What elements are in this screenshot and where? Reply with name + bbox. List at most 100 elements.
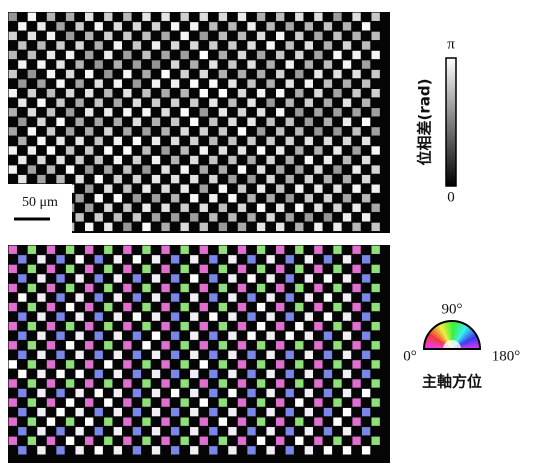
cell <box>181 223 189 231</box>
cell <box>181 204 189 212</box>
cell <box>95 446 103 454</box>
cell <box>276 284 284 292</box>
cell <box>266 312 274 320</box>
cell <box>352 341 360 349</box>
cell <box>37 175 45 183</box>
cell <box>181 146 189 154</box>
cell <box>104 265 112 273</box>
cell <box>133 427 141 435</box>
cell <box>95 408 103 416</box>
cell <box>295 284 303 292</box>
cell <box>305 118 313 126</box>
cell <box>161 51 169 59</box>
cell <box>209 408 217 416</box>
cell <box>9 246 17 254</box>
cell <box>343 99 351 107</box>
cell <box>372 418 380 426</box>
cell <box>305 446 313 454</box>
cell <box>28 418 36 426</box>
cell <box>18 118 26 126</box>
cell <box>152 79 160 87</box>
cell <box>295 246 303 254</box>
cell <box>152 255 160 263</box>
cell <box>56 408 64 416</box>
cell <box>362 175 370 183</box>
cell <box>314 379 322 387</box>
cell <box>9 165 17 173</box>
cell <box>18 389 26 397</box>
cell <box>190 312 198 320</box>
cell <box>276 418 284 426</box>
cell <box>66 70 74 78</box>
cell <box>37 60 45 68</box>
cell <box>181 51 189 59</box>
cell <box>286 79 294 87</box>
cell <box>190 213 198 221</box>
cell <box>276 360 284 368</box>
cell <box>161 146 169 154</box>
cell <box>257 223 265 231</box>
cell <box>219 32 227 40</box>
cell <box>152 194 160 202</box>
cell <box>9 360 17 368</box>
cell <box>209 332 217 340</box>
cell <box>219 322 227 330</box>
cell <box>324 255 332 263</box>
cell <box>171 446 179 454</box>
cell <box>362 389 370 397</box>
cell <box>142 185 150 193</box>
cell <box>190 274 198 282</box>
cell <box>47 418 55 426</box>
cell <box>343 22 351 30</box>
cell <box>333 322 341 330</box>
cell <box>56 293 64 301</box>
cell <box>85 322 93 330</box>
cell <box>28 360 36 368</box>
cell <box>37 446 45 454</box>
cell <box>85 360 93 368</box>
cell <box>56 41 64 49</box>
cell <box>352 70 360 78</box>
cell <box>333 360 341 368</box>
cell <box>9 146 17 154</box>
wheel-right-label: 180° <box>492 348 521 364</box>
cell <box>171 427 179 435</box>
cell <box>18 255 26 263</box>
cell <box>372 13 380 21</box>
cell <box>181 379 189 387</box>
cell <box>161 437 169 445</box>
cell <box>114 370 122 378</box>
cell <box>238 379 246 387</box>
cell <box>305 312 313 320</box>
cell <box>75 370 83 378</box>
cell <box>161 70 169 78</box>
cell <box>324 351 332 359</box>
cell <box>28 146 36 154</box>
cell <box>161 32 169 40</box>
cell <box>114 137 122 145</box>
cell <box>123 284 131 292</box>
cell <box>286 332 294 340</box>
cell <box>114 175 122 183</box>
cell <box>266 99 274 107</box>
cell <box>161 246 169 254</box>
cell <box>37 389 45 397</box>
cell <box>305 41 313 49</box>
cell <box>133 370 141 378</box>
cell <box>352 223 360 231</box>
cell <box>142 398 150 406</box>
cell <box>362 213 370 221</box>
cell <box>133 175 141 183</box>
cell <box>114 60 122 68</box>
cell <box>324 99 332 107</box>
cell <box>75 446 83 454</box>
cell <box>266 60 274 68</box>
cell <box>266 137 274 145</box>
cell <box>257 70 265 78</box>
cell <box>228 370 236 378</box>
cell <box>209 60 217 68</box>
cell <box>56 274 64 282</box>
cell <box>219 341 227 349</box>
cell <box>85 51 93 59</box>
cell <box>171 389 179 397</box>
